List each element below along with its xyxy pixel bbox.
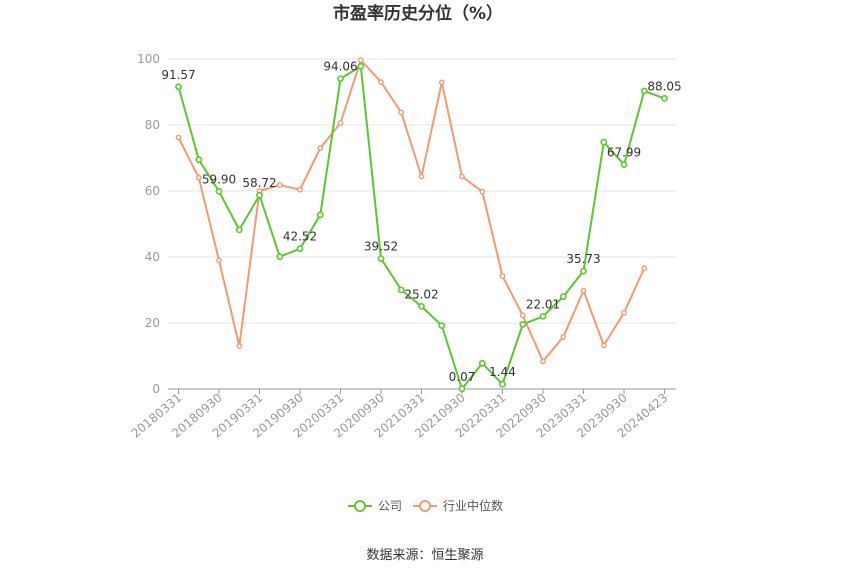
x-axis-ticks: 2018033120180930201903312019093020200331… xyxy=(129,389,670,441)
data-point[interactable] xyxy=(236,343,243,349)
data-point[interactable] xyxy=(540,358,546,365)
data-label: 94.06 xyxy=(323,60,357,74)
data-point[interactable] xyxy=(499,273,506,279)
data-point[interactable] xyxy=(276,253,284,261)
data-label: 35.73 xyxy=(566,252,600,266)
data-label: 39.52 xyxy=(364,240,398,254)
data-point[interactable] xyxy=(620,161,628,168)
y-tick-label: 0 xyxy=(152,382,160,396)
data-point[interactable] xyxy=(216,257,222,264)
data-point[interactable] xyxy=(357,62,365,70)
data-point[interactable] xyxy=(641,265,648,272)
legend-item-company[interactable]: 公司 xyxy=(348,499,402,513)
data-point[interactable] xyxy=(378,79,384,86)
series-company xyxy=(175,62,668,393)
data-label: 42.52 xyxy=(283,230,317,244)
data-point[interactable] xyxy=(458,385,466,393)
legend: 公司 行业中位数 xyxy=(348,498,503,513)
data-point[interactable] xyxy=(499,380,506,388)
data-point[interactable] xyxy=(519,320,527,328)
data-point[interactable] xyxy=(640,87,648,95)
data-point[interactable] xyxy=(539,312,547,320)
data-point[interactable] xyxy=(195,174,202,181)
data-point[interactable] xyxy=(175,83,182,91)
data-point[interactable] xyxy=(235,226,243,234)
data-point[interactable] xyxy=(357,57,364,63)
grid xyxy=(168,58,676,324)
data-label: 88.05 xyxy=(647,79,681,93)
series-layer xyxy=(175,57,668,393)
y-tick-label: 20 xyxy=(145,316,160,330)
legend-company-label: 公司 xyxy=(378,499,402,513)
data-label: 67.99 xyxy=(607,146,641,160)
y-axis-ticks: 0 20 40 60 80 100 xyxy=(137,52,160,396)
data-point[interactable] xyxy=(215,187,223,195)
data-point[interactable] xyxy=(661,95,668,102)
chart-title: 市盈率历史分位（%） xyxy=(333,3,503,24)
data-point[interactable] xyxy=(418,302,425,310)
y-tick-label: 80 xyxy=(145,118,160,132)
data-label: 22.01 xyxy=(526,297,560,311)
data-point[interactable] xyxy=(398,109,405,116)
data-label: 58.72 xyxy=(242,176,276,190)
series-line xyxy=(177,59,646,363)
data-point[interactable] xyxy=(580,287,587,294)
data-point[interactable] xyxy=(559,293,567,300)
data-labels: 91.57 59.90 58.72 42.52 94.06 39.52 25.02 0.07 1… xyxy=(161,60,681,384)
data-point[interactable] xyxy=(580,267,587,275)
data-label: 25.02 xyxy=(404,287,438,301)
series-line xyxy=(177,65,665,390)
legend-industry-label: 行业中位数 xyxy=(443,498,503,513)
data-point[interactable] xyxy=(337,120,344,126)
legend-company-marker xyxy=(354,500,366,512)
data-point[interactable] xyxy=(256,191,263,199)
data-point[interactable] xyxy=(296,245,304,253)
y-tick-label: 40 xyxy=(145,250,160,264)
source-note: 数据来源：恒生聚源 xyxy=(366,548,483,563)
data-label: 1.44 xyxy=(489,365,516,379)
data-point[interactable] xyxy=(438,322,446,329)
data-point[interactable] xyxy=(479,188,486,195)
data-point[interactable] xyxy=(276,182,283,189)
data-point[interactable] xyxy=(519,312,526,319)
legend-item-industry-median[interactable]: 行业中位数 xyxy=(413,498,503,513)
data-point[interactable] xyxy=(560,333,567,340)
y-tick-label: 100 xyxy=(137,52,160,66)
data-label: 0.07 xyxy=(449,370,476,384)
series-industry-median xyxy=(175,57,648,365)
data-point[interactable] xyxy=(600,342,607,349)
data-point[interactable] xyxy=(297,186,303,193)
data-point[interactable] xyxy=(337,75,344,82)
data-point[interactable] xyxy=(621,309,627,316)
data-point[interactable] xyxy=(317,145,324,152)
data-point[interactable] xyxy=(438,79,445,86)
data-point[interactable] xyxy=(195,156,203,164)
data-point[interactable] xyxy=(316,211,324,219)
data-point[interactable] xyxy=(459,173,465,180)
data-label: 91.57 xyxy=(161,68,195,82)
data-point[interactable] xyxy=(397,286,405,294)
data-point[interactable] xyxy=(478,359,486,367)
data-point[interactable] xyxy=(377,255,385,262)
legend-industry-marker xyxy=(419,500,431,512)
data-point[interactable] xyxy=(175,134,182,141)
data-point[interactable] xyxy=(600,138,608,146)
data-point[interactable] xyxy=(418,173,425,180)
data-label: 59.90 xyxy=(202,172,236,186)
y-tick-label: 60 xyxy=(145,184,160,198)
